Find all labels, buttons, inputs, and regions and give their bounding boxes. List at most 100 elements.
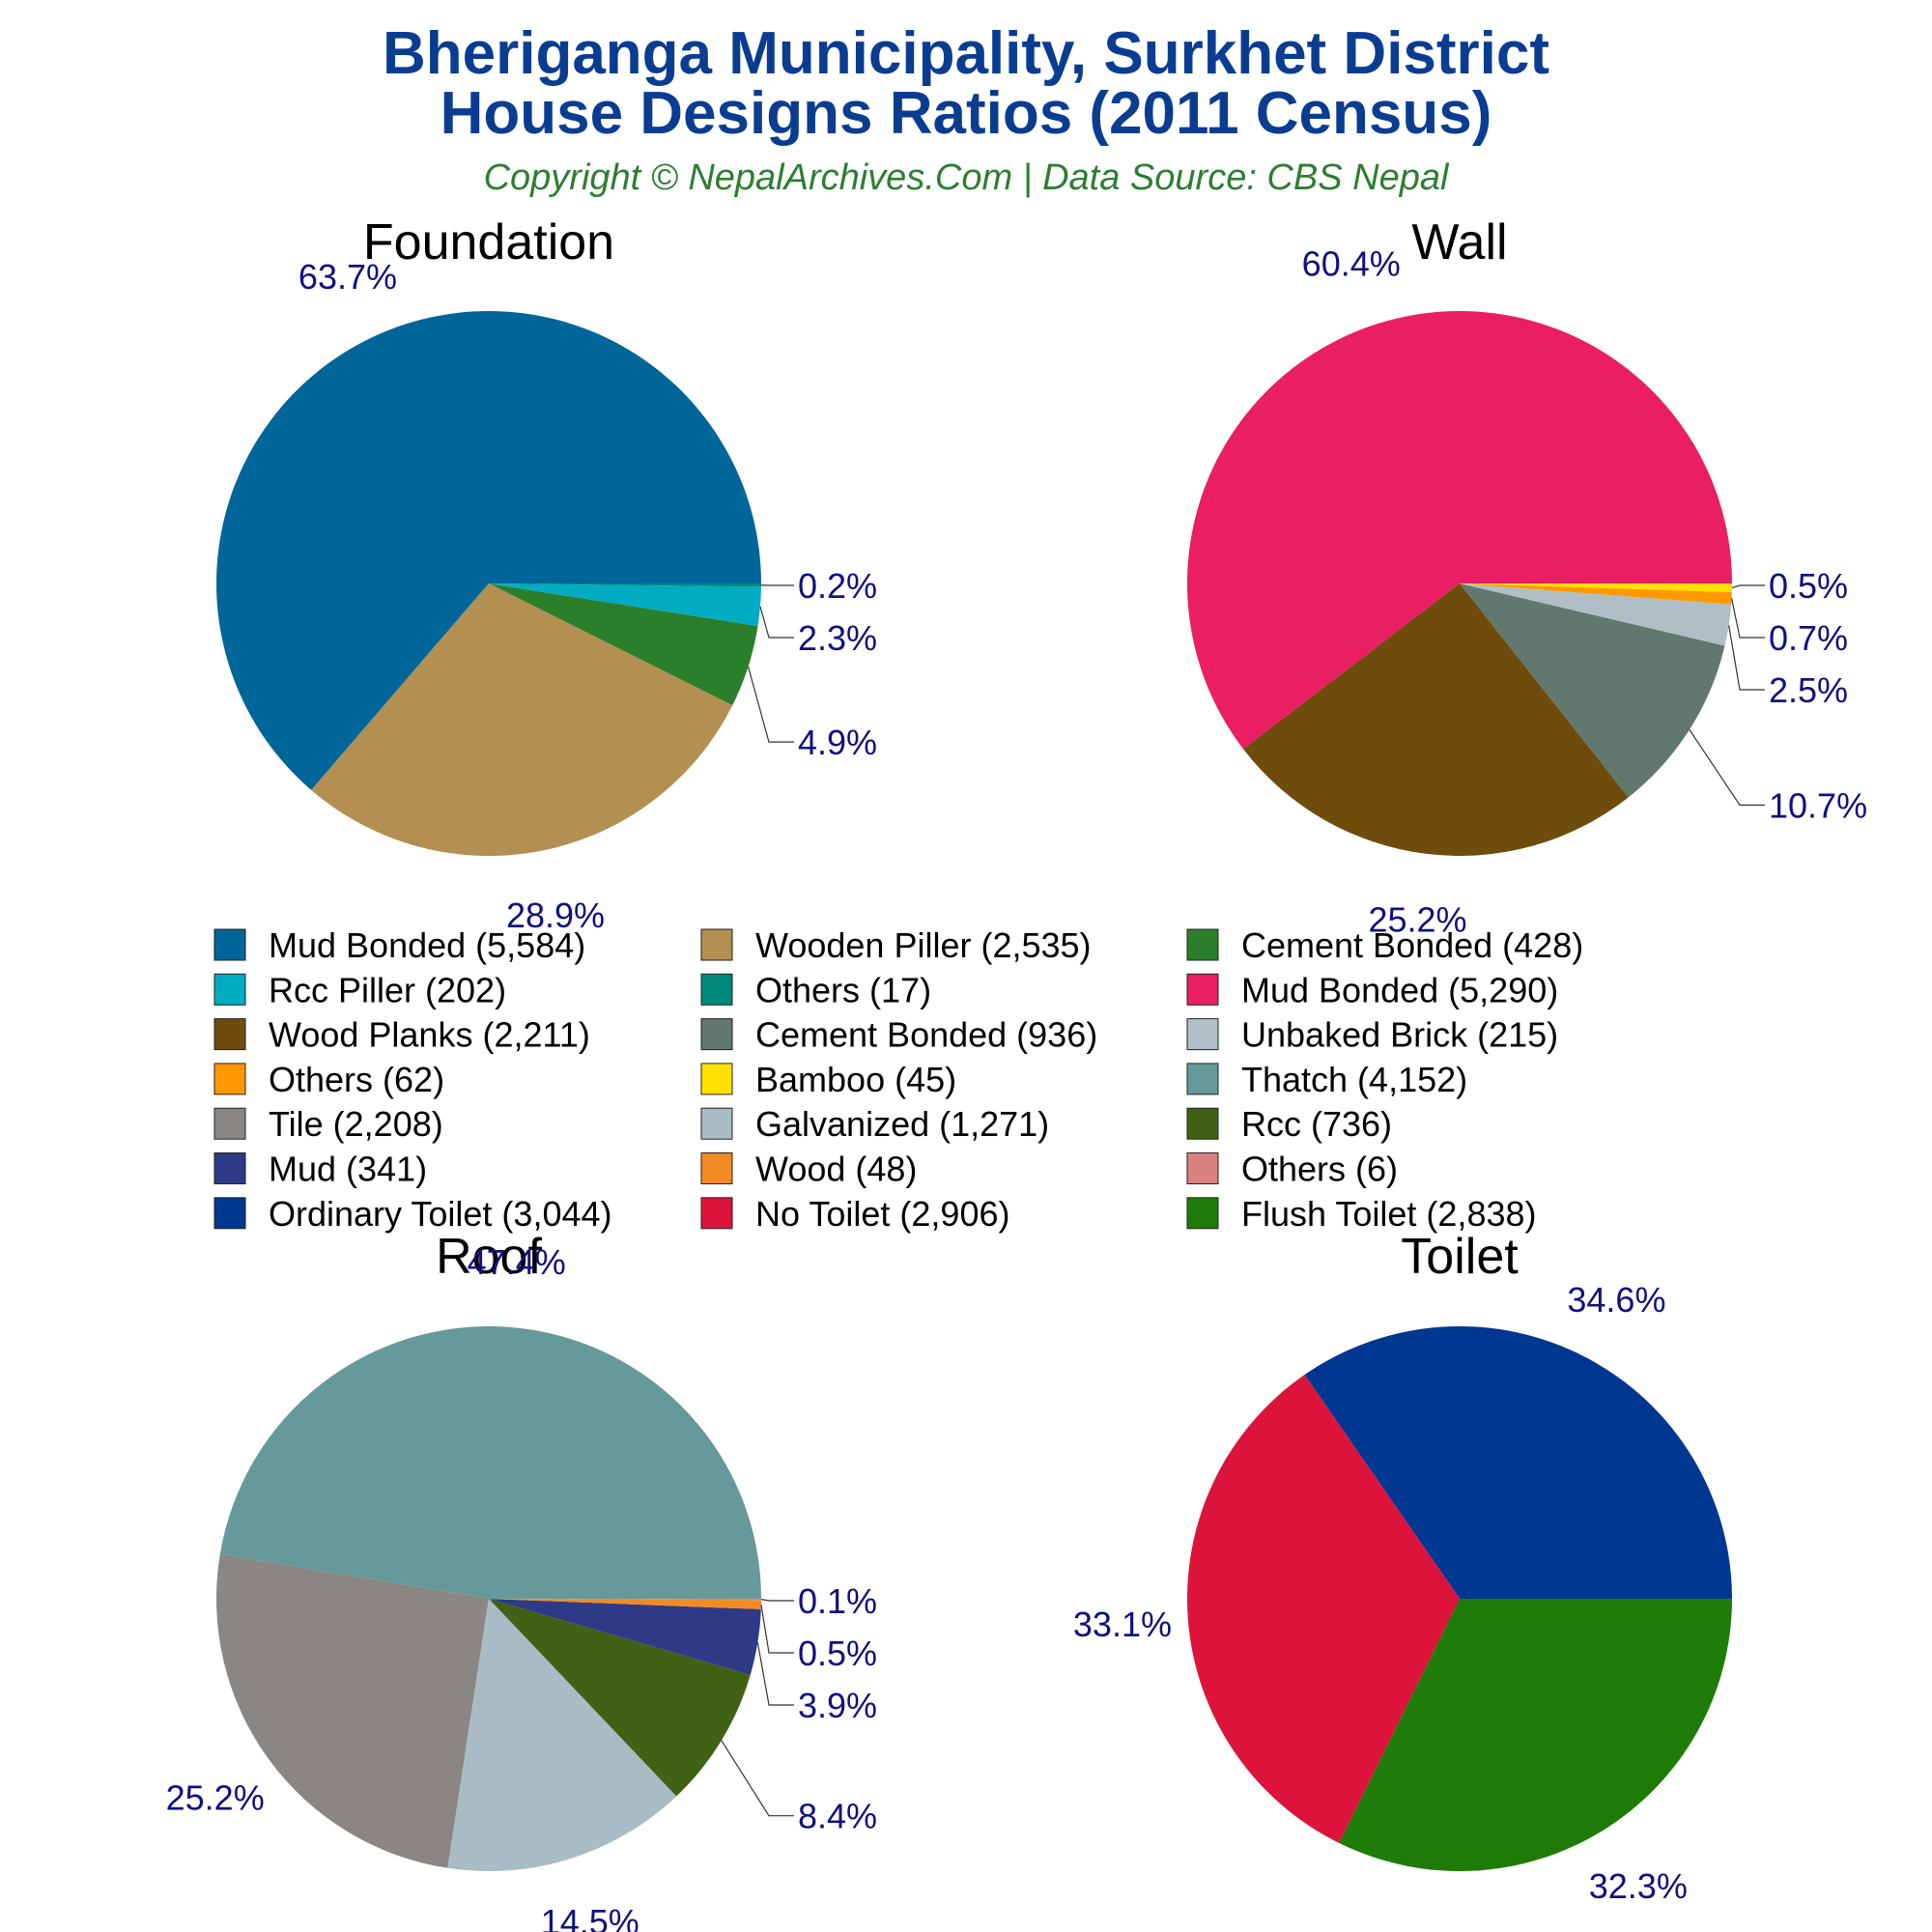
foundation-pct-label: 63.7% bbox=[298, 257, 397, 297]
roof-pct-label: 8.4% bbox=[798, 1797, 877, 1836]
chart-subtitle: Copyright © NepalArchives.Com | Data Sou… bbox=[484, 157, 1450, 198]
legend-label-mud-bonded: Mud Bonded (5,584) bbox=[269, 925, 585, 965]
chart-title-line1: Bheriganga Municipality, Surkhet Distric… bbox=[383, 20, 1549, 87]
legend-label-cement-bonded: Cement Bonded (428) bbox=[1241, 925, 1583, 965]
legend-label-others: Others (62) bbox=[269, 1060, 444, 1099]
roof-slice-thatch bbox=[219, 1326, 762, 1599]
legend-swatch-mud-bonded bbox=[1186, 973, 1219, 1006]
wall-slice-bamboo bbox=[1460, 583, 1732, 593]
wall-leader-line bbox=[1731, 584, 1765, 589]
legend-label-tile: Tile (2,208) bbox=[269, 1104, 443, 1144]
foundation-pct-label: 0.2% bbox=[798, 566, 877, 606]
legend-swatch-cement-bonded bbox=[1186, 928, 1219, 961]
foundation-slice-mud-bonded bbox=[215, 311, 762, 790]
legend-swatch-bamboo bbox=[700, 1063, 733, 1095]
wall-pct-label: 0.7% bbox=[1769, 618, 1848, 658]
roof-pct-label: 0.1% bbox=[798, 1581, 877, 1621]
legend-swatch-thatch bbox=[1186, 1063, 1219, 1095]
legend-label-mud-bonded: Mud Bonded (5,290) bbox=[1241, 970, 1558, 1009]
roof-pie-title: Roof bbox=[436, 1229, 542, 1285]
wall-slice-unbaked-brick bbox=[1460, 583, 1732, 646]
foundation-slice-wooden-piller bbox=[311, 583, 733, 856]
roof-pct-label: 25.2% bbox=[166, 1777, 265, 1817]
foundation-slice-others bbox=[489, 583, 761, 587]
roof-leader-line bbox=[756, 1642, 794, 1706]
foundation-slice-cement-bonded bbox=[489, 583, 758, 706]
wall-pct-label: 25.2% bbox=[1368, 899, 1466, 939]
foundation-slice-rcc-piller bbox=[489, 583, 761, 627]
roof-leader-line bbox=[721, 1740, 794, 1817]
legend-swatch-wood bbox=[700, 1152, 733, 1184]
legend-swatch-galvanized bbox=[700, 1107, 733, 1140]
legend-swatch-wooden-piller bbox=[700, 928, 733, 961]
wall-slice-cement-bonded bbox=[1460, 583, 1725, 798]
legend-swatch-mud bbox=[213, 1152, 246, 1184]
legend-label-cement-bonded: Cement Bonded (936) bbox=[755, 1015, 1097, 1055]
wall-pct-label: 2.5% bbox=[1769, 670, 1848, 710]
foundation-pct-label: 28.9% bbox=[506, 895, 605, 935]
roof-leader-line bbox=[760, 1599, 794, 1602]
foundation-leader-line bbox=[747, 666, 794, 743]
legend: Mud Bonded (5,584) Wooden Piller (2,535) C… bbox=[213, 925, 1583, 1234]
legend-label-ordinary-toilet: Ordinary Toilet (3,044) bbox=[269, 1194, 612, 1234]
legend-label-no-toilet: No Toilet (2,906) bbox=[755, 1194, 1009, 1234]
legend-label-wooden-piller: Wooden Piller (2,535) bbox=[755, 925, 1092, 965]
roof-slice-mud bbox=[489, 1599, 761, 1675]
legend-swatch-others bbox=[213, 1063, 246, 1095]
legend-label-wood-planks: Wood Planks (2,211) bbox=[269, 1015, 590, 1055]
toilet-slice-ordinary-toilet bbox=[1304, 1325, 1732, 1599]
legend-label-unbaked-brick: Unbaked Brick (215) bbox=[1241, 1015, 1558, 1055]
roof-pct-label: 47.4% bbox=[468, 1242, 566, 1282]
wall-pct-label: 0.5% bbox=[1769, 566, 1848, 606]
roof-pct-label: 3.9% bbox=[798, 1686, 877, 1725]
toilet-pct-label: 32.3% bbox=[1589, 1866, 1688, 1906]
wall-leader-line bbox=[1728, 625, 1765, 691]
legend-swatch-unbaked-brick bbox=[1186, 1018, 1219, 1051]
roof-leader-line bbox=[760, 1604, 794, 1654]
chart-title-line2: House Designs Ratios (2011 Census) bbox=[440, 80, 1492, 147]
legend-swatch-others bbox=[1186, 1152, 1219, 1184]
toilet-slice-no-toilet bbox=[1186, 1375, 1460, 1843]
legend-swatch-flush-toilet bbox=[1186, 1197, 1219, 1230]
legend-swatch-cement-bonded bbox=[700, 1018, 733, 1051]
legend-label-mud: Mud (341) bbox=[269, 1150, 427, 1189]
legend-swatch-ordinary-toilet bbox=[213, 1197, 246, 1230]
legend-swatch-wood-planks bbox=[213, 1018, 246, 1051]
foundation-pct-label: 4.9% bbox=[798, 723, 877, 762]
roof-slice-tile bbox=[216, 1553, 489, 1868]
toilet-pct-label: 34.6% bbox=[1567, 1280, 1665, 1320]
foundation-pct-label: 2.3% bbox=[798, 618, 877, 658]
wall-slice-others bbox=[1460, 583, 1732, 605]
roof-pct-label: 14.5% bbox=[541, 1902, 639, 1932]
legend-label-bamboo: Bamboo (45) bbox=[755, 1060, 956, 1099]
legend-swatch-tile bbox=[213, 1107, 246, 1140]
wall-leader-line bbox=[1689, 729, 1765, 806]
toilet-pie: Toilet 34.6% 33.1% 32.3% bbox=[1073, 1229, 1732, 1906]
wall-slice-mud-bonded bbox=[1186, 311, 1732, 750]
legend-swatch-mud-bonded bbox=[213, 928, 246, 961]
wall-leader-line bbox=[1730, 598, 1765, 639]
legend-label-rcc: Rcc (736) bbox=[1241, 1104, 1392, 1144]
legend-swatch-rcc-piller bbox=[213, 973, 246, 1006]
toilet-pie-title: Toilet bbox=[1401, 1229, 1519, 1285]
legend-swatch-others bbox=[700, 973, 733, 1006]
wall-slice-wood-planks bbox=[1243, 583, 1629, 856]
legend-label-others: Others (6) bbox=[1241, 1150, 1398, 1189]
wall-pie-title: Wall bbox=[1411, 214, 1507, 270]
legend-label-galvanized: Galvanized (1,271) bbox=[755, 1104, 1049, 1144]
roof-slice-wood bbox=[489, 1599, 761, 1609]
foundation-leader-line bbox=[759, 606, 794, 639]
legend-swatch-rcc bbox=[1186, 1107, 1219, 1140]
legend-label-flush-toilet: Flush Toilet (2,838) bbox=[1241, 1194, 1537, 1234]
toilet-pct-label: 33.1% bbox=[1073, 1605, 1172, 1644]
foundation-pie-title: Foundation bbox=[363, 214, 614, 270]
roof-slice-others bbox=[489, 1599, 761, 1601]
roof-slice-galvanized bbox=[447, 1599, 677, 1871]
legend-swatch-no-toilet bbox=[700, 1197, 733, 1230]
roof-slice-rcc bbox=[489, 1599, 751, 1797]
toilet-slice-flush-toilet bbox=[1339, 1599, 1732, 1872]
roof-pct-label: 0.5% bbox=[798, 1634, 877, 1673]
